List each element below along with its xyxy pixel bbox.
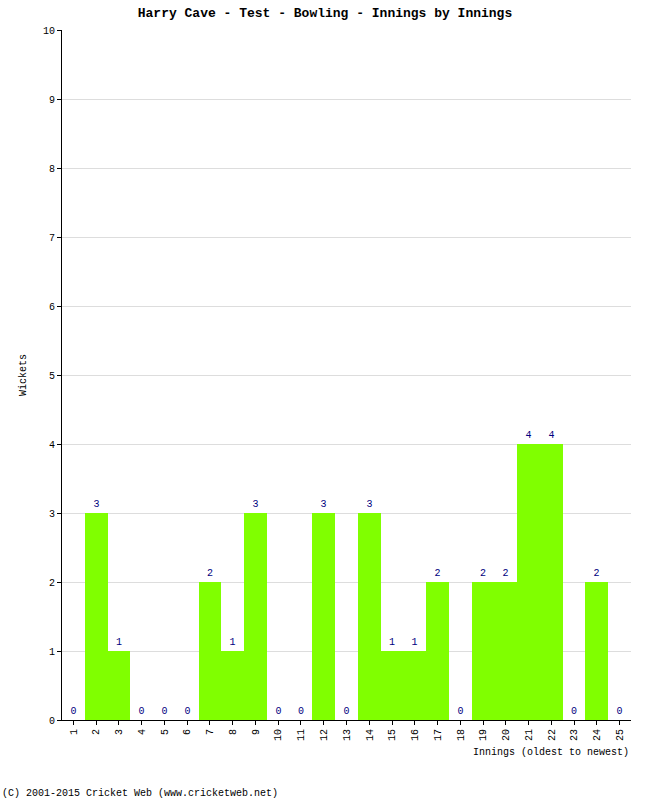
svg-text:0: 0 [70,706,76,717]
svg-text:(C) 2001-2015 Cricket Web (www: (C) 2001-2015 Cricket Web (www.cricketwe… [2,788,278,799]
svg-text:25: 25 [615,729,626,741]
svg-text:0: 0 [298,706,304,717]
svg-text:2: 2 [49,578,55,589]
svg-text:0: 0 [343,706,349,717]
svg-text:17: 17 [433,729,444,741]
svg-text:1: 1 [49,647,55,658]
svg-text:0: 0 [161,706,167,717]
svg-text:0: 0 [138,706,144,717]
svg-text:8: 8 [228,729,239,735]
svg-text:6: 6 [49,302,55,313]
svg-text:23: 23 [569,729,580,741]
svg-text:Wickets: Wickets [18,354,29,396]
svg-text:20: 20 [501,729,512,741]
svg-text:3: 3 [93,499,99,510]
svg-text:0: 0 [571,706,577,717]
svg-text:Innings (oldest to newest): Innings (oldest to newest) [473,747,629,758]
svg-text:14: 14 [365,729,376,741]
svg-text:2: 2 [207,568,213,579]
svg-text:3: 3 [114,729,125,735]
svg-text:4: 4 [49,440,55,451]
svg-text:6: 6 [182,729,193,735]
svg-text:9: 9 [251,729,262,735]
svg-text:4: 4 [137,729,148,735]
svg-text:1: 1 [389,637,395,648]
svg-text:4: 4 [548,430,554,441]
svg-text:22: 22 [547,729,558,741]
svg-text:19: 19 [478,729,489,741]
svg-text:10: 10 [273,729,284,741]
svg-text:7: 7 [205,729,216,735]
svg-text:0: 0 [49,716,55,727]
svg-text:0: 0 [275,706,281,717]
svg-text:16: 16 [410,729,421,741]
svg-text:0: 0 [616,706,622,717]
svg-text:8: 8 [49,164,55,175]
svg-text:0: 0 [184,706,190,717]
svg-text:2: 2 [593,568,599,579]
svg-text:3: 3 [366,499,372,510]
svg-text:21: 21 [524,729,535,741]
svg-text:3: 3 [320,499,326,510]
svg-text:3: 3 [252,499,258,510]
svg-text:12: 12 [319,729,330,741]
svg-text:5: 5 [160,729,171,735]
svg-text:1: 1 [229,637,235,648]
svg-text:2: 2 [91,729,102,735]
svg-text:3: 3 [49,509,55,520]
svg-text:1: 1 [116,637,122,648]
svg-text:18: 18 [456,729,467,741]
svg-text:1: 1 [411,637,417,648]
svg-text:5: 5 [49,371,55,382]
svg-text:4: 4 [525,430,531,441]
svg-text:10: 10 [43,26,55,37]
svg-text:2: 2 [480,568,486,579]
svg-text:7: 7 [49,233,55,244]
svg-text:2: 2 [434,568,440,579]
svg-text:1: 1 [69,729,80,735]
svg-text:0: 0 [457,706,463,717]
svg-text:11: 11 [296,729,307,741]
svg-text:9: 9 [49,95,55,106]
svg-text:Harry Cave - Test - Bowling -: Harry Cave - Test - Bowling - Innings by… [138,6,513,21]
svg-text:24: 24 [592,729,603,741]
svg-text:13: 13 [342,729,353,741]
svg-text:2: 2 [502,568,508,579]
svg-text:15: 15 [387,729,398,741]
